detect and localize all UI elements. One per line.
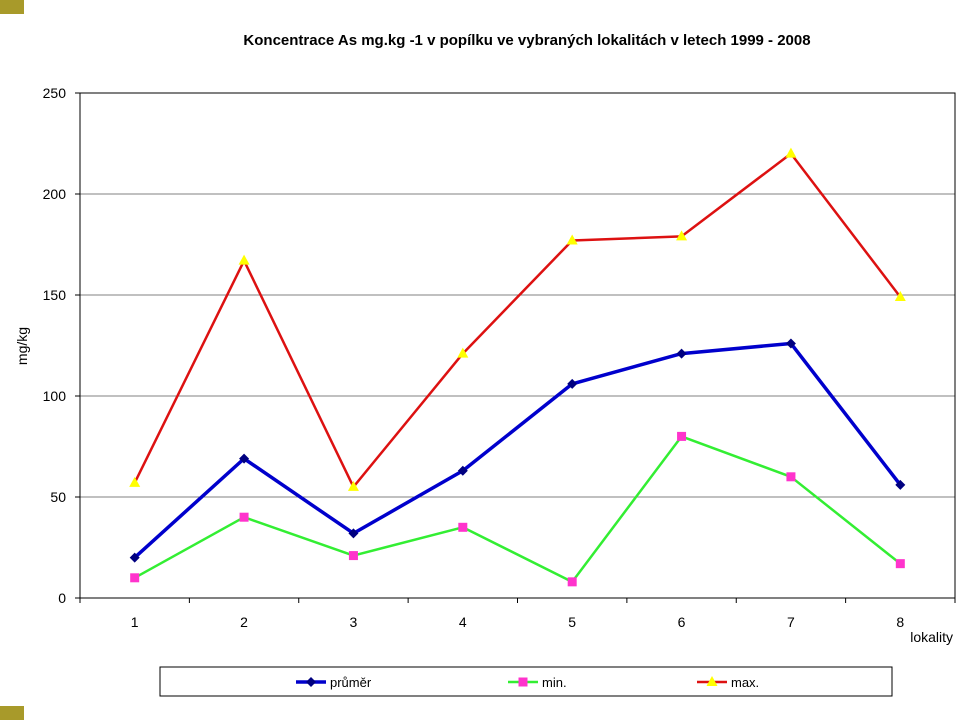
data-point [676, 348, 687, 359]
y-tick-label: 50 [50, 489, 66, 505]
data-point [348, 528, 359, 539]
legend-item: průměr [296, 675, 372, 690]
series-line [133, 152, 902, 489]
y-tick-label: 100 [43, 388, 67, 404]
data-point [677, 431, 687, 441]
data-point [567, 378, 578, 389]
x-tick-label: 6 [678, 614, 686, 630]
legend-item: max. [697, 675, 759, 690]
legend-marker [306, 677, 316, 687]
data-point [567, 577, 577, 587]
legend-label: min. [542, 675, 567, 690]
y-tick-label: 150 [43, 287, 67, 303]
x-tick-label: 4 [459, 614, 467, 630]
data-point [130, 573, 140, 583]
corner-decoration-top [0, 0, 24, 14]
data-point [566, 234, 578, 245]
y-axis-label: mg/kg [14, 327, 30, 365]
data-point [457, 347, 469, 358]
data-point [894, 291, 906, 302]
y-tick-label: 0 [58, 590, 66, 606]
data-point [239, 512, 249, 522]
x-tick-label: 2 [240, 614, 248, 630]
data-point [895, 479, 906, 490]
data-point [129, 476, 141, 487]
data-point [238, 254, 250, 265]
plot-area [79, 92, 956, 599]
series-2 [129, 147, 906, 491]
series-1 [130, 431, 905, 587]
y-tick-labels: 0 50 100 150 200 250 [43, 85, 80, 606]
x-tick-label: 5 [568, 614, 576, 630]
legend-marker [518, 677, 528, 687]
chart-title: Koncentrace As mg.kg -1 v popílku ve vyb… [243, 32, 810, 49]
grid-lines [80, 193, 955, 498]
series-group [129, 147, 906, 587]
legend-label: průměr [330, 675, 372, 690]
data-point [786, 472, 796, 482]
data-point [785, 147, 797, 158]
x-axis-label: lokality [910, 629, 953, 645]
data-point [347, 480, 359, 491]
data-point [457, 465, 468, 476]
y-tick-label: 250 [43, 85, 67, 101]
data-point [458, 522, 468, 532]
data-point [129, 552, 140, 563]
series-line [134, 435, 902, 584]
legend-label: max. [731, 675, 759, 690]
data-point [785, 338, 796, 349]
x-tick-label: 1 [131, 614, 139, 630]
x-tick-label: 7 [787, 614, 795, 630]
y-tick-label: 200 [43, 186, 67, 202]
series-0 [129, 338, 906, 563]
x-tick-label: 8 [896, 614, 904, 630]
x-tick-label: 3 [350, 614, 358, 630]
corner-decoration-bottom [0, 706, 24, 720]
legend: průměr min. max. [296, 675, 759, 690]
data-point [348, 551, 358, 561]
legend-marker [706, 676, 718, 686]
series-line [133, 341, 902, 559]
data-point [239, 453, 250, 464]
x-tick-labels: 1 2 3 4 5 6 7 8 [79, 598, 956, 630]
data-point [895, 559, 905, 569]
data-point [676, 230, 688, 241]
legend-item: min. [508, 675, 567, 690]
